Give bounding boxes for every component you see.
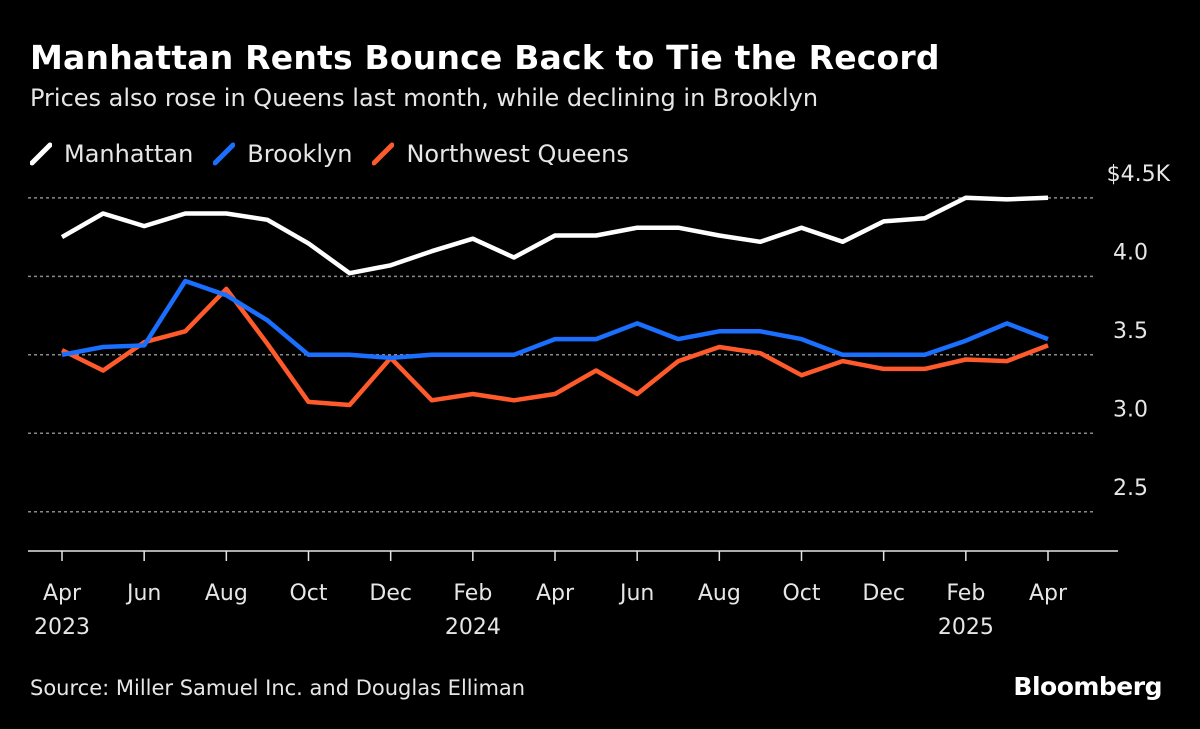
y-tick-label: 2.5 (1113, 476, 1148, 501)
legend-item-manhattan: Manhattan (30, 139, 193, 169)
x-tick-label: Dec (862, 581, 905, 606)
x-tick-label: Feb (453, 581, 492, 606)
x-tick-label: Aug (698, 581, 741, 606)
x-tick-label: Oct (289, 581, 327, 606)
chart-subtitle: Prices also rose in Queens last month, w… (30, 84, 819, 112)
x-tick-year-label: 2023 (34, 615, 90, 640)
legend-label-northwest-queens: Northwest Queens (406, 140, 629, 168)
legend-label-brooklyn: Brooklyn (247, 140, 353, 168)
x-tick-label: Aug (205, 581, 248, 606)
x-tick-label: Dec (369, 581, 412, 606)
legend: Manhattan Brooklyn Northwest Queens (30, 139, 649, 169)
source-note: Source: Miller Samuel Inc. and Douglas E… (30, 676, 526, 700)
legend-item-brooklyn: Brooklyn (213, 139, 352, 169)
bloomberg-logo: Bloomberg (1013, 672, 1162, 701)
x-tick-year-label: 2024 (445, 615, 501, 640)
legend-swatch-brooklyn (213, 142, 236, 166)
legend-swatch-manhattan (30, 142, 52, 166)
series-line-northwest-queens (60, 286, 1049, 408)
x-tick-label: Jun (618, 581, 654, 606)
x-tick-label: Apr (1029, 581, 1068, 606)
legend-item-northwest-queens: Northwest Queens (372, 139, 629, 169)
x-tick-label: Feb (946, 581, 985, 606)
y-tick-label: $4.5K (1107, 162, 1171, 187)
series-line-manhattan (60, 195, 1049, 276)
x-tick-label: Jun (125, 581, 161, 606)
chart-title: Manhattan Rents Bounce Back to Tie the R… (30, 38, 940, 77)
x-tick-year-label: 2025 (938, 615, 994, 640)
x-tick-label: Apr (536, 581, 575, 606)
y-tick-label: 3.5 (1113, 319, 1148, 344)
x-tick-label: Apr (43, 581, 82, 606)
y-tick-label: 4.0 (1113, 240, 1148, 265)
legend-label-manhattan: Manhattan (64, 140, 194, 168)
x-tick-label: Oct (782, 581, 820, 606)
legend-swatch-northwest-queens (372, 142, 395, 166)
y-tick-label: 3.0 (1113, 397, 1148, 422)
series-line-brooklyn (61, 278, 1049, 361)
